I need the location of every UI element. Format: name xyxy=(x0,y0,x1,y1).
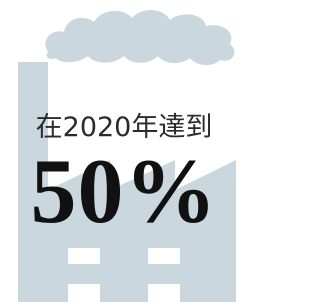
headline: 50% xyxy=(31,140,218,242)
window xyxy=(148,248,180,264)
window xyxy=(148,284,180,302)
cloud xyxy=(45,10,234,65)
window xyxy=(68,248,100,264)
caption: 在2020年達到 xyxy=(36,112,213,143)
infographic: 在2020年達到 50% xyxy=(0,0,249,302)
window xyxy=(68,284,100,302)
